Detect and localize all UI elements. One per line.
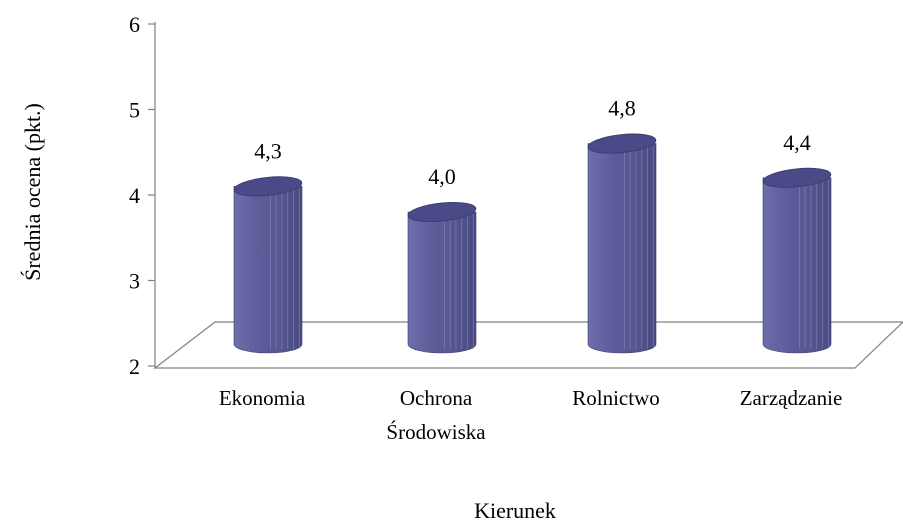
- bar: [587, 133, 657, 354]
- data-label: 4,0: [428, 164, 456, 189]
- bar: [407, 201, 477, 354]
- x-tick-label: Ochrona Środowiska: [386, 386, 486, 444]
- x-tick-label: Zarządzanie: [740, 386, 843, 410]
- x-axis-title: Kierunek: [474, 498, 556, 523]
- y-axis-ticks: 2 3 4 5 6: [129, 12, 155, 379]
- data-label: 4,4: [783, 130, 811, 155]
- y-tick-label: 6: [129, 12, 140, 37]
- y-tick-label: 3: [129, 269, 140, 294]
- x-axis-labels: Ekonomia Ochrona Środowiska Rolnictwo Zarząd…: [219, 386, 842, 444]
- y-tick-label: 2: [129, 354, 140, 379]
- data-label: 4,3: [254, 138, 282, 163]
- bars-group: [233, 133, 832, 354]
- data-label: 4,8: [608, 96, 636, 121]
- x-tick-label: Ekonomia: [219, 386, 306, 410]
- y-axis-title: Średnia ocena (pkt.): [20, 103, 45, 281]
- y-tick-label: 4: [129, 183, 140, 208]
- bar: [762, 167, 832, 354]
- x-tick-label: Rolnictwo: [572, 386, 660, 410]
- bar: [233, 176, 303, 354]
- data-labels-group: 4,3 4,0 4,8 4,4: [254, 96, 811, 189]
- y-tick-label: 5: [129, 98, 140, 123]
- chart-floor: [153, 321, 903, 369]
